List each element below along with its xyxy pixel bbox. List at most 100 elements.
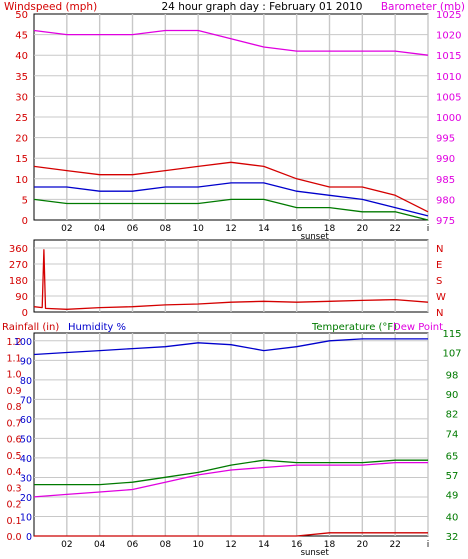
sunset-marker-label: sunset [301,548,330,558]
rainfall-tick-label: 0.9 [6,386,21,397]
temperature-tick-label: 57 [446,471,459,482]
wind-x-tick-label: 16 [291,224,303,234]
rainfall-tick-label: 1.0 [6,370,21,381]
humidity-line [33,338,428,356]
temperature-tick-label: 74 [446,429,459,440]
barometer-tick-label: 995 [436,134,455,145]
climate-x-tick-label: 14 [258,540,270,550]
wind-x-tick-label: 12 [225,224,236,234]
humidity-tick-label: 50 [20,434,32,445]
climate-x-tick-label: 20 [357,540,369,550]
compass-tick-label: W [436,292,446,303]
climate-x-tick-label: 02 [61,540,72,550]
compass-tick-label: N [436,244,443,255]
wind-x-tick-label: 02 [61,224,72,234]
temperature-tick-label: 40 [446,512,459,523]
wind-x-tick-label: 08 [160,224,172,234]
rainfall-axis-title: Rainfall (in) [2,322,59,333]
dew-point-axis-title: Dew Point [393,322,443,333]
temperature-tick-label: 49 [446,490,459,501]
barometer-line [33,29,429,56]
windspeed-tick-label: 40 [15,51,28,62]
rainfall-tick-label: 0.8 [6,402,21,413]
rainfall-line [34,532,428,537]
windspeed-tick-label: 0 [22,216,28,227]
humidity-tick-label: 90 [20,356,32,367]
wind-x-tick-label: 22 [389,224,400,234]
humidity-tick-label: 10 [20,512,32,523]
windspeed-tick-label: 10 [15,175,28,186]
wind-direction-line [33,249,429,310]
humidity-axis-title: Humidity % [68,322,126,333]
barometer-tick-label: 990 [436,154,455,165]
climate-x-tick-label: 18 [324,540,336,550]
barometer-tick-label: 1005 [436,92,461,103]
wind-x-tick-label: 04 [94,224,106,234]
rainfall-tick-label: 0.1 [6,516,21,527]
humidity-tick-label: 0 [26,532,32,543]
wind-x-tick-label: 14 [258,224,270,234]
humidity-tick-label: 70 [20,395,32,406]
windspeed-tick-label: 35 [15,72,28,83]
barometer-tick-label: 1010 [436,72,461,83]
barometer-tick-label: 985 [436,175,455,186]
climate-x-tick-label: 16 [291,540,303,550]
wind-x-tick-label: 10 [192,224,204,234]
temperature-tick-label: 115 [442,329,461,340]
humidity-tick-label: 100 [14,337,32,348]
climate-x-tick-label: 10 [192,540,204,550]
temperature-tick-label: 65 [446,451,459,462]
rainfall-tick-label: 0.4 [6,467,21,478]
barometer-tick-label: 1025 [436,10,461,21]
direction-tick-label: 180 [9,276,28,287]
temperature-tick-label: 90 [446,390,459,401]
windspeed-tick-label: 30 [15,92,28,103]
climate-x-tick-label: 06 [127,540,139,550]
barometer-tick-label: 980 [436,195,455,206]
climate-x-tick-label: 12 [225,540,236,550]
humidity-tick-label: 20 [20,493,32,504]
climate-x-tick-label: 04 [94,540,106,550]
windspeed-tick-label: 50 [15,10,28,21]
rainfall-tick-label: 1.2 [6,337,21,348]
windspeed-tick-label: 15 [15,154,28,165]
wind-x-tick-label: i [427,224,430,234]
barometer-tick-label: 1015 [436,51,461,62]
wind-x-tick-label: 06 [127,224,139,234]
direction-tick-label: 360 [9,244,28,255]
windspeed-tick-label: 25 [15,113,28,124]
graph-title: 24 hour graph day : February 01 2010 [162,1,363,13]
wind-speed-line [33,198,429,221]
windspeed-tick-label: 20 [15,134,28,145]
compass-tick-label: E [436,260,442,271]
rainfall-tick-label: 0.2 [6,500,21,511]
windspeed-tick-label: 5 [22,195,28,206]
rainfall-tick-label: 1.1 [6,353,21,364]
windspeed-tick-label: 45 [15,31,28,42]
humidity-tick-label: 60 [20,415,32,426]
humidity-tick-label: 80 [20,376,32,387]
barometer-tick-label: 1000 [436,113,461,124]
climate-x-tick-label: 08 [160,540,172,550]
wind-x-tick-label: 20 [357,224,369,234]
compass-tick-label: N [436,308,443,319]
wind-gust-line [33,161,429,213]
temperature-tick-label: 82 [446,410,459,421]
temperature-tick-label: 107 [442,349,461,360]
rainfall-tick-label: 0.7 [6,418,21,429]
compass-tick-label: S [436,276,442,287]
temperature-line [34,459,428,486]
direction-tick-label: 270 [9,260,28,271]
wind-x-tick-label: 18 [324,224,336,234]
climate-x-tick-label: i [427,540,430,550]
barometer-tick-label: 975 [436,216,455,227]
rainfall-tick-label: 0.5 [6,451,21,462]
barometer-axis-title: Barometer (mb) [381,1,465,13]
direction-tick-label: 0 [22,308,28,319]
climate-x-tick-label: 22 [389,540,400,550]
temperature-tick-label: 98 [446,371,459,382]
temperature-axis-title: Temperature (°F) [311,322,397,333]
temperature-tick-label: 32 [446,532,459,543]
humidity-tick-label: 30 [20,473,32,484]
